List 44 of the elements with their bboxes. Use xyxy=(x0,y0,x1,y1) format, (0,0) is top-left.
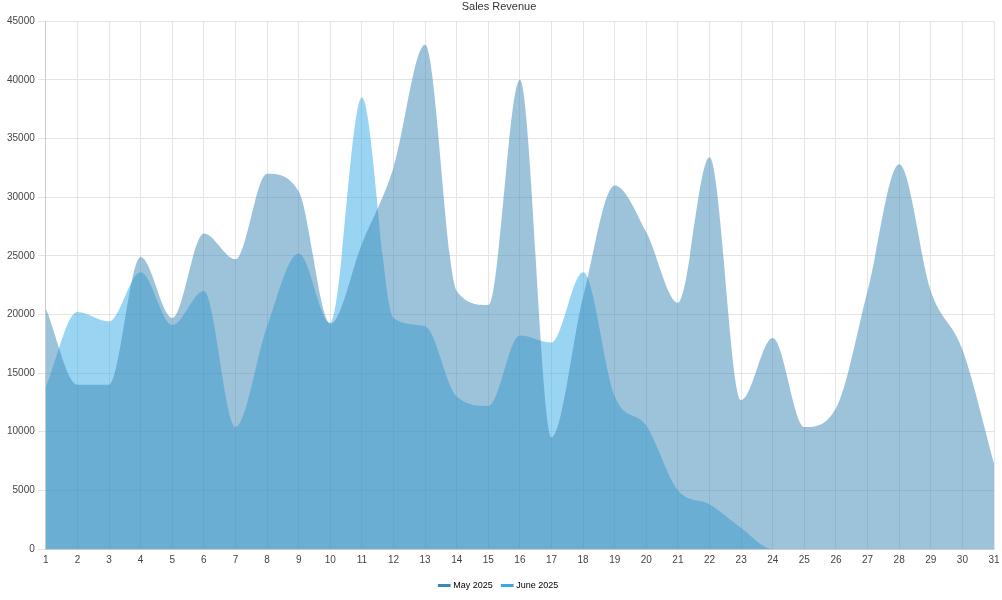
x-tick-label: 21 xyxy=(672,553,684,565)
x-tick-label: 19 xyxy=(609,553,621,565)
legend-label: May 2025 xyxy=(453,579,493,590)
x-tick-label: 4 xyxy=(137,553,144,565)
x-tick-label: 2 xyxy=(74,553,81,565)
y-tick-label: 15000 xyxy=(7,366,36,378)
y-tick-label: 25000 xyxy=(7,249,36,261)
x-tick-label: 18 xyxy=(577,553,590,565)
x-tick-label: 26 xyxy=(830,553,842,565)
y-tick-label: 45000 xyxy=(7,14,36,26)
x-tick-label: 30 xyxy=(956,553,969,565)
y-tick-label: 20000 xyxy=(7,308,36,320)
y-tick-label: 0 xyxy=(29,542,36,554)
x-tick-label: 12 xyxy=(387,553,400,565)
x-tick-label: 1 xyxy=(43,553,50,565)
x-tick-label: 5 xyxy=(169,553,176,565)
x-tick-label: 3 xyxy=(106,553,113,565)
x-tick-label: 8 xyxy=(264,553,271,565)
x-tick-label: 28 xyxy=(893,553,906,565)
x-tick-label: 20 xyxy=(640,553,653,565)
x-tick-label: 29 xyxy=(925,553,937,565)
x-tick-label: 31 xyxy=(988,553,1000,565)
legend-label: June 2025 xyxy=(516,579,559,590)
y-tick-label: 10000 xyxy=(7,425,36,437)
x-tick-label: 22 xyxy=(703,553,716,565)
x-tick-label: 7 xyxy=(232,553,239,565)
x-tick-label: 24 xyxy=(767,553,779,565)
x-tick-label: 25 xyxy=(798,553,811,565)
y-tick-label: 5000 xyxy=(12,484,36,496)
x-tick-label: 13 xyxy=(419,553,432,565)
x-tick-label: 16 xyxy=(514,553,526,565)
x-tick-label: 17 xyxy=(545,553,558,565)
y-tick-label: 40000 xyxy=(7,73,36,85)
y-tick-label: 35000 xyxy=(7,132,36,144)
x-tick-label: 9 xyxy=(295,553,302,565)
chart-title: Sales Revenue xyxy=(461,0,537,12)
x-tick-label: 11 xyxy=(356,553,368,565)
x-tick-label: 6 xyxy=(201,553,208,565)
x-tick-label: 27 xyxy=(862,553,874,565)
x-tick-label: 10 xyxy=(324,553,337,565)
x-tick-label: 23 xyxy=(735,553,748,565)
y-tick-label: 30000 xyxy=(7,190,36,202)
x-tick-label: 15 xyxy=(482,553,495,565)
x-tick-label: 14 xyxy=(451,553,463,565)
